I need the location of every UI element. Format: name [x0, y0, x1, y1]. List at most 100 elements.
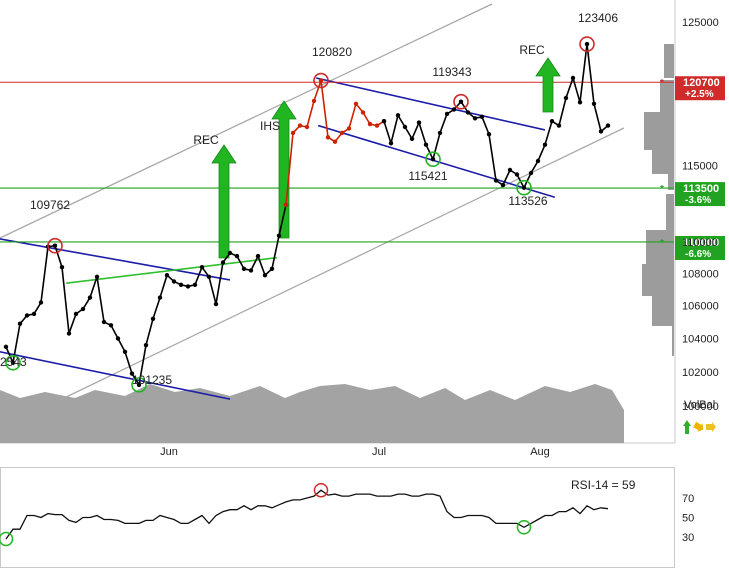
- price-point: [213, 301, 219, 307]
- ihs-neckline: [66, 256, 277, 284]
- price-point: [374, 123, 380, 128]
- price-point: [318, 78, 324, 83]
- price-point: [276, 233, 282, 238]
- price-point: [570, 75, 576, 81]
- price-point: [143, 342, 149, 348]
- y-tick-label: 100000: [682, 401, 719, 413]
- price-point: [367, 121, 373, 127]
- price-point: [311, 98, 317, 104]
- price-point: [10, 360, 16, 365]
- price-value-label: 123406: [578, 11, 618, 25]
- x-tick-label: Jul: [372, 446, 386, 458]
- price-point: [108, 323, 114, 328]
- price-point: [605, 123, 611, 128]
- volume-by-price-bar: [652, 296, 674, 326]
- price-point: [157, 295, 163, 300]
- price-point: [241, 266, 247, 271]
- volume-layer: [0, 384, 624, 443]
- turning-point-circle: [425, 151, 441, 168]
- price-point: [486, 132, 492, 137]
- y-tick-label: 108000: [682, 269, 719, 281]
- price-point: [325, 135, 331, 140]
- price-point: [346, 126, 352, 131]
- x-tick-label: Jun: [160, 446, 178, 458]
- price-point: [122, 349, 128, 354]
- price-point: [220, 260, 226, 265]
- levels-layer: * 120700+2.5% * 113500-3.6% * 110000-6.6%: [0, 76, 725, 260]
- price-point: [66, 331, 72, 336]
- turning-point-circle: [5, 354, 21, 371]
- price-point: [199, 265, 205, 270]
- price-value-label: 109762: [30, 198, 70, 212]
- rsi-title: RSI-14 = 59: [571, 478, 636, 492]
- turning-point-circle: [579, 36, 595, 52]
- price-series-layer: [3, 41, 611, 388]
- price-point: [423, 142, 429, 147]
- volume-by-price-layer: [642, 44, 674, 356]
- price-point: [136, 382, 142, 388]
- price-point: [577, 100, 583, 105]
- volbal-icons[interactable]: [683, 420, 716, 434]
- price-point: [437, 130, 443, 136]
- turning-point-circle: [131, 377, 147, 393]
- volbal-yellow-arrow-icon: [693, 421, 704, 432]
- price-point: [507, 167, 513, 173]
- price-point: [430, 157, 436, 162]
- price-point: [563, 95, 569, 101]
- price-point: [269, 266, 275, 271]
- price-point: [493, 178, 499, 183]
- ihs-arrow: [271, 100, 297, 239]
- level-value-label: 113500: [683, 183, 719, 195]
- price-point: [395, 113, 401, 118]
- price-point: [283, 202, 289, 207]
- wedge-lower-trendline: [317, 124, 556, 198]
- price-point: [479, 114, 485, 120]
- price-value-label: 115421: [408, 169, 447, 183]
- price-point: [528, 170, 534, 176]
- volume-by-price-bar: [652, 150, 674, 174]
- price-point: [472, 116, 478, 121]
- level-percent-label: -6.6%: [685, 249, 711, 260]
- price-point: [171, 279, 177, 284]
- rsi-signal-circle: [516, 520, 532, 535]
- turning-point-circle: [453, 93, 469, 110]
- price-point: [150, 316, 156, 321]
- price-point: [255, 253, 261, 259]
- price-point: [402, 124, 408, 130]
- price-point: [304, 124, 310, 130]
- y-tick-label: 110000: [682, 237, 718, 249]
- price-point: [360, 110, 366, 115]
- price-point: [332, 139, 338, 144]
- rsi-signal-circle: [0, 531, 14, 547]
- price-value-label: 119343: [432, 65, 471, 79]
- price-point: [514, 172, 520, 177]
- price-point: [458, 99, 464, 104]
- pattern-arrows-layer: [211, 57, 561, 259]
- price-point: [227, 250, 233, 256]
- volume-by-price-bar: [672, 326, 674, 356]
- price-point: [339, 130, 345, 136]
- price-point: [17, 321, 23, 326]
- price-point: [94, 274, 100, 279]
- price-point: [381, 119, 387, 124]
- price-value-label: 101235: [132, 373, 172, 387]
- x-tick-label: Aug: [530, 446, 550, 458]
- price-point: [521, 185, 527, 190]
- volume-by-price-bar: [664, 44, 674, 78]
- rsi-y-tick-label: 50: [682, 513, 694, 525]
- price-point: [52, 243, 58, 248]
- y-tick-label: 106000: [682, 301, 719, 313]
- volume-by-price-bar: [660, 80, 674, 112]
- rsi-y-tick-label: 70: [682, 493, 694, 505]
- axis-layer: 100000 102000 104000 106000 108000 110000 1150…: [160, 17, 719, 458]
- price-point: [73, 311, 79, 317]
- price-point: [24, 313, 30, 318]
- rec-arrow-1: [211, 144, 237, 259]
- price-point: [31, 311, 37, 317]
- upper-channel-line: [0, 3, 493, 239]
- pattern-label-rec: REC: [193, 133, 219, 147]
- volbal-label: VolBal: [684, 399, 715, 411]
- price-point: [248, 268, 254, 273]
- rsi-line: [5, 489, 609, 540]
- y-tick-label: 104000: [682, 334, 719, 346]
